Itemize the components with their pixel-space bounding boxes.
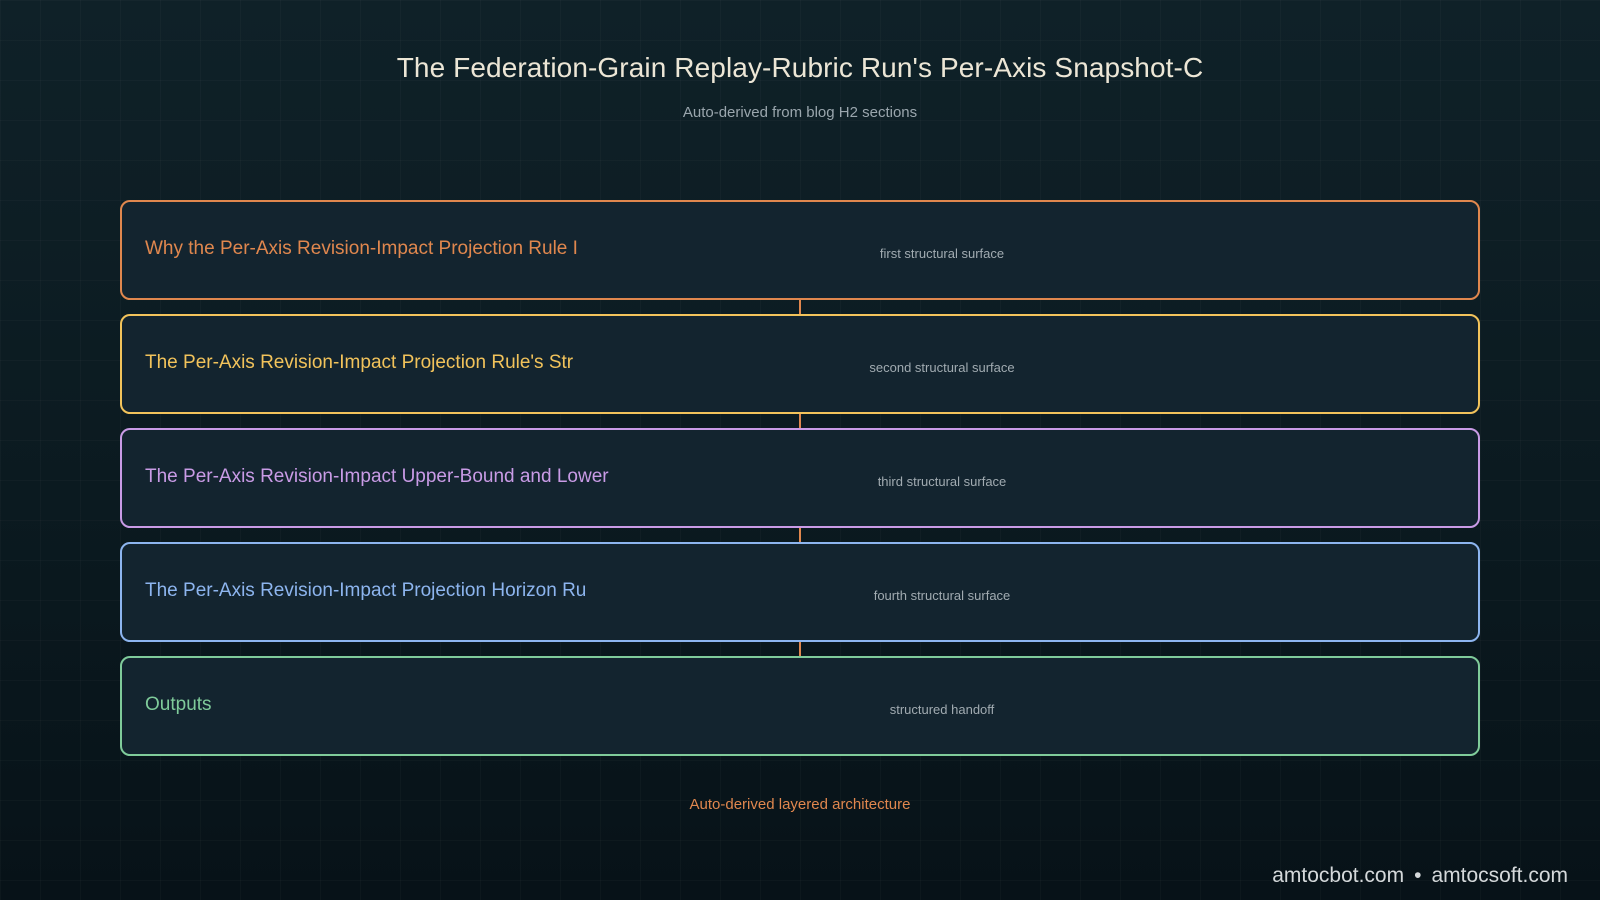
credit-link-amtocsoft[interactable]: amtocsoft.com [1431,864,1568,887]
layer-connector [799,528,801,544]
layer-caption: fourth structural surface [873,588,1011,603]
layer-box-4: The Per-Axis Revision-Impact Projection … [120,542,1480,642]
layer-caption: first structural surface [879,246,1005,261]
layer-caption: third structural surface [877,474,1007,489]
layer-box-2: The Per-Axis Revision-Impact Projection … [120,314,1480,414]
layer-box-5: Outputs structured handoff [120,656,1480,756]
site-credits: amtocbot.com • amtocsoft.com [1272,864,1568,888]
layer-box-1: Why the Per-Axis Revision-Impact Project… [120,200,1480,300]
layer-title: Why the Per-Axis Revision-Impact Project… [145,238,578,259]
layer-connector [799,642,801,658]
layer-title: The Per-Axis Revision-Impact Projection … [145,352,574,373]
footer-caption: Auto-derived layered architecture [689,796,911,813]
diagram-subtitle: Auto-derived from blog H2 sections [682,104,918,121]
layer-caption: second structural surface [869,360,1015,375]
layer-caption: structured handoff [889,702,995,717]
diagram-title: The Federation-Grain Replay-Rubric Run's… [396,52,1204,83]
layer-title: The Per-Axis Revision-Impact Upper-Bound… [145,466,609,487]
layer-connector [799,414,801,430]
layer-box-3: The Per-Axis Revision-Impact Upper-Bound… [120,428,1480,528]
layer-title: Outputs [145,694,212,715]
credit-link-amtocbot[interactable]: amtocbot.com [1272,864,1405,887]
credit-separator: • [1414,864,1422,887]
layer-connector [799,300,801,316]
layer-title: The Per-Axis Revision-Impact Projection … [145,580,587,601]
